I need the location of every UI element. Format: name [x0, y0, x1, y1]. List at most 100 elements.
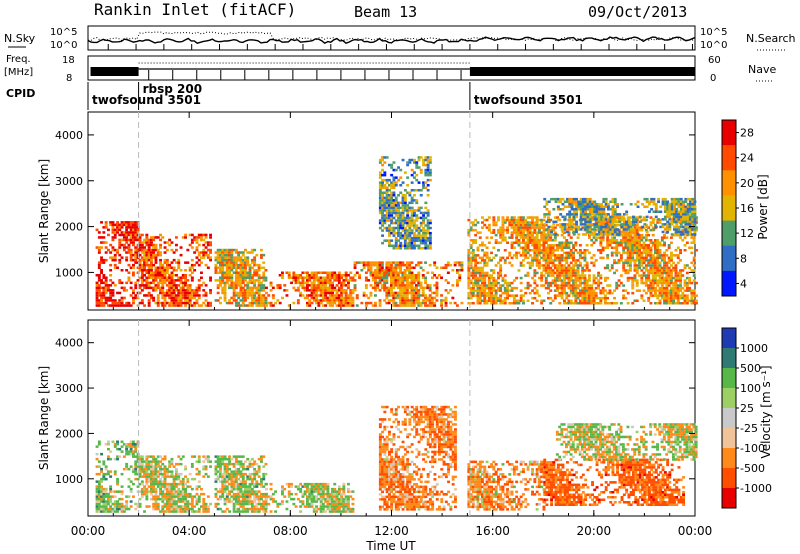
heatmap-cell [410, 206, 414, 210]
heatmap-cell [556, 216, 559, 219]
heatmap-cell [665, 286, 669, 290]
heatmap-cell [248, 294, 252, 297]
heatmap-cell [390, 239, 394, 242]
heatmap-cell [693, 200, 697, 203]
heatmap-cell [517, 244, 521, 247]
heatmap-cell [399, 224, 403, 227]
heatmap-cell [172, 286, 176, 290]
heatmap-cell [666, 225, 670, 229]
heatmap-cell [383, 221, 387, 225]
heatmap-cell [658, 271, 662, 275]
heatmap-cell [392, 206, 396, 210]
heatmap-cell [209, 241, 212, 244]
heatmap-cell [608, 284, 612, 287]
heatmap-cell [519, 299, 523, 302]
heatmap-cell [565, 244, 569, 247]
heatmap-cell [693, 205, 697, 208]
heatmap-cell [147, 246, 151, 249]
heatmap-cell [132, 291, 135, 295]
heatmap-cell [362, 261, 366, 264]
heatmap-cell [380, 261, 384, 264]
heatmap-cell [397, 231, 400, 235]
heatmap-cell [104, 286, 108, 290]
heatmap-cell [374, 304, 377, 307]
heatmap-cell [378, 176, 382, 179]
heatmap-cell [547, 244, 550, 247]
heatmap-cell [647, 264, 651, 267]
heatmap-cell [197, 304, 201, 307]
heatmap-cell [467, 294, 471, 297]
heatmap-cell [597, 281, 600, 285]
heatmap-cell [219, 296, 222, 300]
heatmap-cell [396, 263, 400, 267]
heatmap-cell [417, 291, 421, 295]
heatmap-cell [588, 251, 591, 255]
heatmap-cell [635, 264, 639, 267]
heatmap-cell [385, 219, 389, 222]
heatmap-cell [676, 274, 680, 277]
heatmap-cell [403, 194, 407, 197]
heatmap-cell [399, 286, 402, 290]
heatmap-cell [590, 302, 594, 305]
heatmap-cell [590, 286, 594, 290]
heatmap-cell [663, 299, 666, 302]
heatmap-cell [214, 263, 218, 267]
heatmap-cell [556, 264, 559, 267]
heatmap-cell [223, 296, 227, 300]
heatmap-cell [399, 184, 403, 187]
heatmap-cell [542, 269, 546, 272]
heatmap-cell [228, 253, 231, 257]
heatmap-cell [292, 274, 296, 277]
heatmap-cell [651, 256, 655, 260]
heatmap-cell [649, 241, 653, 244]
heatmap-cell [512, 216, 516, 219]
heatmap-cell [390, 244, 394, 247]
heatmap-cell [102, 294, 106, 297]
heatmap-cell [331, 284, 334, 287]
heatmap-cell [649, 271, 653, 275]
heatmap-cell [663, 269, 666, 272]
heatmap-cell [315, 294, 318, 297]
heatmap-cell [419, 189, 423, 192]
heatmap-cell [342, 281, 346, 285]
heatmap-cell [633, 233, 637, 237]
heatmap-cell [677, 213, 681, 216]
heatmap-cell [246, 258, 250, 262]
heatmap-cell [102, 274, 106, 277]
heatmap-cell [340, 291, 344, 295]
heatmap-cell [390, 184, 394, 187]
heatmap-cell [177, 284, 181, 287]
heatmap-cell [524, 236, 528, 239]
heatmap-cell [554, 200, 558, 203]
heatmap-cell [640, 218, 644, 222]
heatmap-cell [665, 302, 669, 305]
heatmap-cell [585, 289, 589, 292]
heatmap-cell [676, 289, 680, 292]
heatmap-cell [654, 269, 657, 272]
heatmap-cell [376, 276, 380, 279]
heatmap-cell [654, 271, 657, 275]
heatmap-cell [615, 239, 619, 242]
heatmap-cell [506, 241, 509, 244]
heatmap-cell [691, 233, 695, 236]
heatmap-cell [392, 181, 396, 184]
heatmap-cell [492, 256, 496, 260]
heatmap-cell [578, 281, 582, 285]
heatmap-cell [682, 225, 685, 229]
heatmap-cell [599, 274, 603, 277]
heatmap-cell [660, 269, 664, 272]
heatmap-cell [692, 256, 696, 260]
heatmap-cell [403, 301, 407, 305]
heatmap-cell [666, 230, 670, 234]
heatmap-cell [590, 289, 594, 292]
heatmap-cell [399, 269, 402, 272]
heatmap-cell [478, 299, 482, 302]
heatmap-cell [170, 274, 174, 277]
heatmap-cell [524, 218, 528, 222]
heatmap-cell [390, 271, 393, 274]
heatmap-cell [599, 302, 603, 305]
heatmap-cell [553, 259, 557, 262]
heatmap-cell [672, 284, 676, 287]
heatmap-cell [255, 279, 259, 282]
heatmap-cell [195, 261, 199, 264]
